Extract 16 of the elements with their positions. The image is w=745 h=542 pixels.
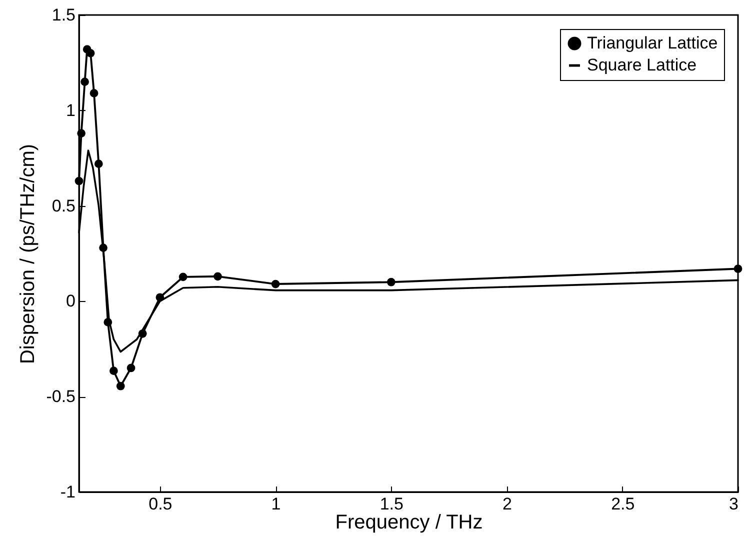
y-tick-label: -1 [60,482,76,502]
x-tick-label: 2 [502,494,512,514]
y-axis-title: Dispersion / (ps/THz/cm) [17,144,40,364]
legend-label: Square Lattice [587,56,697,74]
y-tick-label: 1.5 [52,6,76,24]
y-tick-label: 0 [66,292,76,311]
x-tick-label: 2.5 [611,494,635,514]
x-tick-label: 1 [271,494,281,514]
x-tick-label: 3 [729,494,738,514]
y-tick-label: -0.5 [46,387,76,406]
legend-label: Triangular Lattice [587,34,718,52]
x-axis-title: Frequency / THz [335,512,483,534]
y-tick-label: 0.5 [52,196,76,216]
x-tick-label: 1.5 [380,494,404,514]
y-tick-label: 1 [66,100,76,120]
x-tick-label: 0.5 [148,494,172,514]
